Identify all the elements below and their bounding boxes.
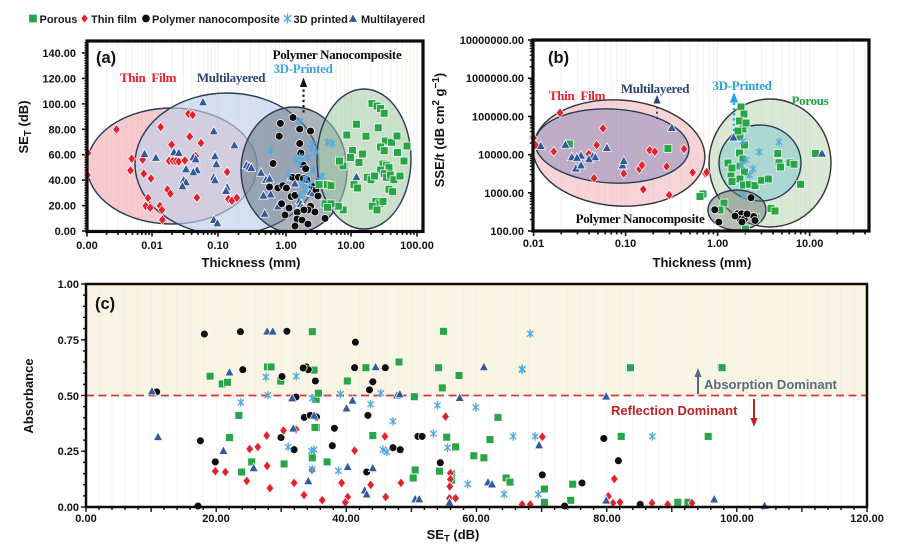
- svg-text:SSE/t (dB cm2 g−1): SSE/t (dB cm2 g−1): [431, 73, 447, 188]
- svg-text:20.00: 20.00: [202, 513, 230, 525]
- svg-text:100.00: 100.00: [490, 226, 524, 238]
- svg-text:Thin film: Thin film: [91, 14, 137, 26]
- svg-text:Thickness (mm): Thickness (mm): [653, 255, 752, 270]
- svg-text:SET (dB): SET (dB): [16, 100, 34, 153]
- svg-text:1000000.00: 1000000.00: [466, 73, 524, 85]
- svg-text:10000.00: 10000.00: [478, 150, 524, 162]
- svg-text:40.00: 40.00: [332, 513, 360, 525]
- svg-text:120.00: 120.00: [42, 73, 76, 85]
- svg-text:1000.00: 1000.00: [484, 188, 524, 200]
- svg-text:Multilayered: Multilayered: [361, 14, 425, 26]
- svg-text:3D-Printed: 3D-Printed: [712, 78, 772, 93]
- svg-text:120.00: 120.00: [850, 513, 884, 525]
- svg-text:10.00: 10.00: [796, 238, 824, 250]
- svg-text:Porous: Porous: [792, 93, 829, 108]
- svg-text:Absorbance: Absorbance: [21, 358, 36, 433]
- svg-text:0.10: 0.10: [207, 240, 228, 252]
- svg-text:0.75: 0.75: [58, 335, 79, 347]
- svg-text:(c): (c): [95, 295, 115, 313]
- svg-text:140.00: 140.00: [42, 48, 76, 60]
- svg-text:40.00: 40.00: [48, 175, 76, 187]
- svg-text:0.01: 0.01: [141, 240, 162, 252]
- svg-text:Absorption Dominant: Absorption Dominant: [704, 377, 838, 392]
- svg-text:80.00: 80.00: [593, 513, 621, 525]
- svg-text:10.00: 10.00: [337, 240, 365, 252]
- svg-text:3D printed: 3D printed: [294, 14, 348, 26]
- svg-text:Porous: Porous: [40, 14, 78, 26]
- svg-text:100000.00: 100000.00: [472, 111, 524, 123]
- svg-text:(a): (a): [96, 49, 116, 67]
- svg-text:0.01: 0.01: [523, 238, 544, 250]
- svg-text:Thin Film: Thin Film: [549, 88, 606, 103]
- svg-text:20.00: 20.00: [48, 201, 76, 213]
- svg-text:Polymer Nanocomposite: Polymer Nanocomposite: [576, 211, 705, 226]
- svg-text:3D-Printed: 3D-Printed: [273, 61, 333, 76]
- svg-text:60.00: 60.00: [462, 513, 490, 525]
- svg-text:Polymer nanocomposite: Polymer nanocomposite: [152, 14, 280, 26]
- svg-text:(b): (b): [548, 49, 569, 67]
- svg-text:1.00: 1.00: [275, 240, 296, 252]
- svg-text:0.10: 0.10: [615, 238, 636, 250]
- svg-text:0.50: 0.50: [58, 391, 79, 403]
- svg-text:Thickness (mm): Thickness (mm): [202, 255, 301, 270]
- svg-text:0.00: 0.00: [55, 226, 76, 238]
- svg-text:Thin Film: Thin Film: [120, 70, 177, 85]
- svg-text:100.00: 100.00: [400, 240, 434, 252]
- svg-text:0.25: 0.25: [58, 446, 79, 458]
- svg-text:1.00: 1.00: [58, 279, 79, 291]
- svg-text:100.00: 100.00: [720, 513, 754, 525]
- svg-text:60.00: 60.00: [48, 150, 76, 162]
- svg-text:0.00: 0.00: [75, 513, 96, 525]
- svg-text:1.00: 1.00: [707, 238, 728, 250]
- svg-text:Multilayered: Multilayered: [197, 70, 266, 85]
- svg-text:0.00: 0.00: [76, 240, 97, 252]
- svg-text:10000000.00: 10000000.00: [460, 35, 524, 47]
- svg-text:Reflection Dominant: Reflection Dominant: [611, 403, 738, 418]
- svg-text:100.00: 100.00: [42, 99, 76, 111]
- svg-text:Multilayered: Multilayered: [621, 81, 690, 96]
- svg-text:0.00: 0.00: [58, 502, 79, 514]
- svg-text:80.00: 80.00: [48, 124, 76, 136]
- svg-text:SET (dB): SET (dB): [427, 527, 480, 545]
- svg-text:Polymer Nanocomposite: Polymer Nanocomposite: [273, 47, 402, 62]
